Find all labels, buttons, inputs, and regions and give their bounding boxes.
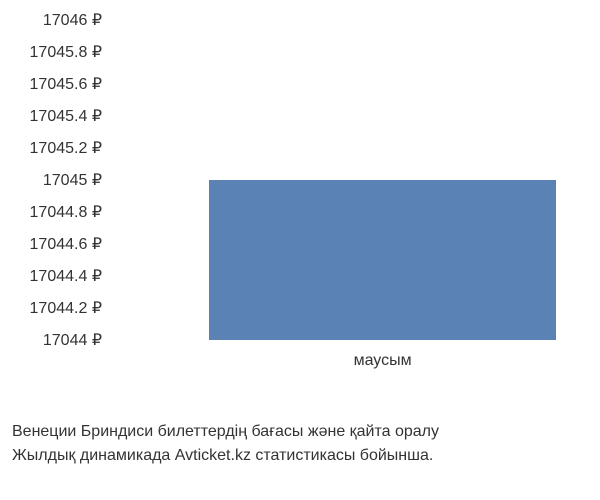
bar: [209, 180, 557, 340]
y-tick-label: 17045.2 ₽: [30, 138, 102, 158]
x-axis-label: маусым: [354, 352, 412, 370]
y-axis: 17046 ₽17045.8 ₽17045.6 ₽17045.4 ₽17045.…: [0, 20, 110, 340]
chart-caption: Венеции Бриндиси билеттердің бағасы және…: [12, 420, 439, 468]
y-tick-label: 17045.6 ₽: [30, 74, 102, 94]
y-tick-label: 17045 ₽: [43, 170, 102, 190]
y-tick-label: 17044 ₽: [43, 330, 102, 350]
plot-area: маусым: [110, 20, 580, 340]
caption-line-1: Венеции Бриндиси билеттердің бағасы және…: [12, 420, 439, 444]
chart-container: 17046 ₽ 17045.8 ₽ 17045.6 ₽ 17045.4 ₽ 17045.…: [0, 0, 600, 380]
caption-line-2: Жылдық динамикада Avticket.kz статистика…: [12, 444, 439, 468]
y-tick-label: 17044.4 ₽: [30, 266, 102, 286]
y-tick-label: 17044.2 ₽: [30, 298, 102, 318]
y-tick-label: 17044.6 ₽: [30, 234, 102, 254]
y-tick-label: 17045.8 ₽: [30, 42, 102, 62]
y-tick-label: 17044.8 ₽: [30, 202, 102, 222]
y-tick-label: 17045.4 ₽: [30, 106, 102, 126]
y-tick-label: 17046 ₽: [43, 10, 102, 30]
